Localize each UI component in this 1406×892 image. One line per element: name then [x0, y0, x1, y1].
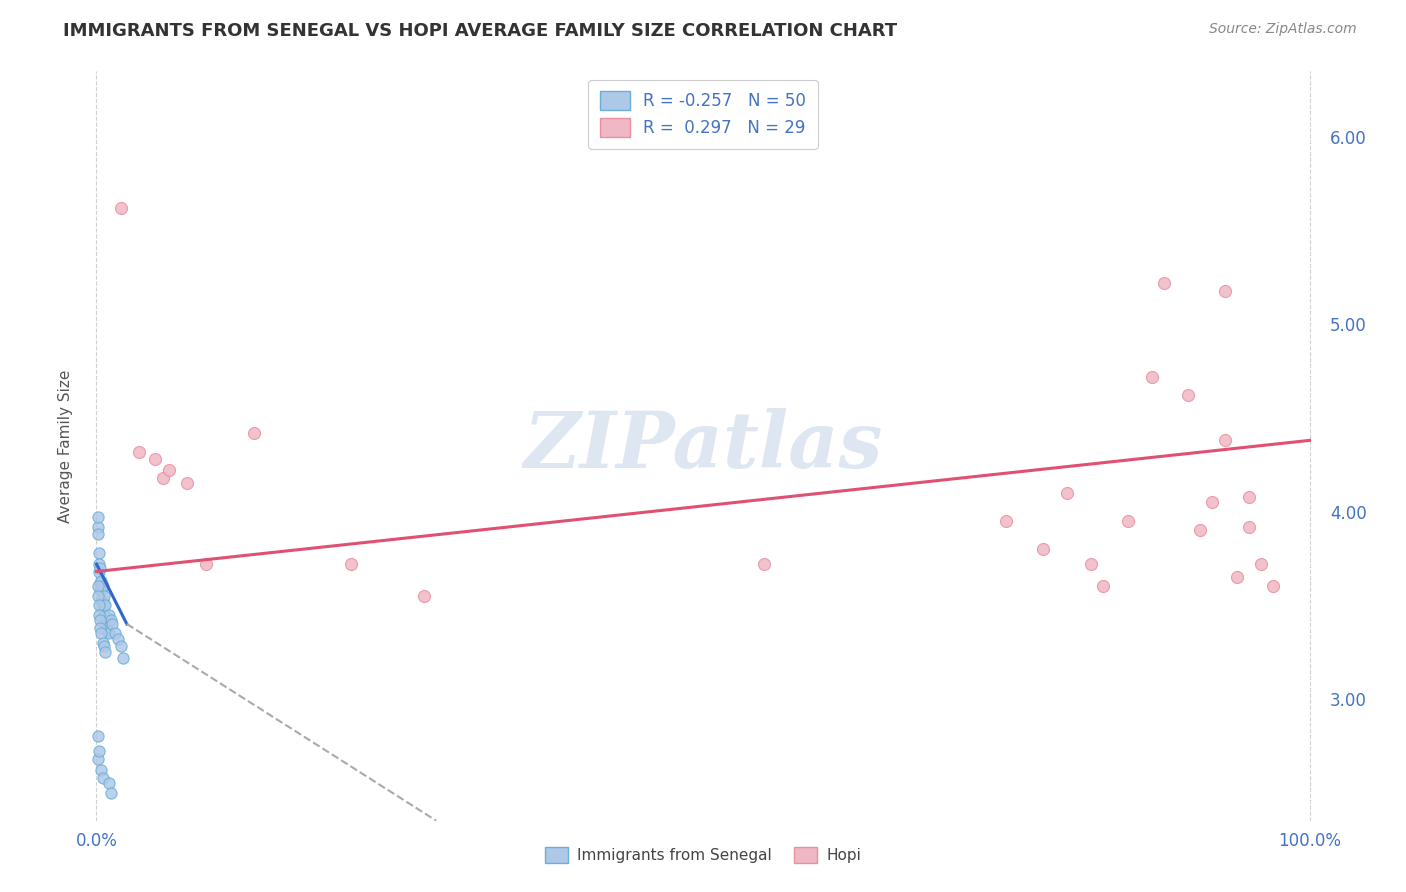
- Point: [94, 599, 117, 613]
- Point: [1237, 490, 1260, 504]
- Point: [90, 626, 112, 640]
- Point: [89, 621, 111, 635]
- Point: [94, 609, 117, 624]
- Point: [96, 624, 118, 639]
- Point: [89, 613, 111, 627]
- Y-axis label: Average Family Size: Average Family Size: [58, 369, 73, 523]
- Point: [1250, 557, 1272, 571]
- Point: [1201, 495, 1223, 509]
- Point: [128, 444, 150, 458]
- Point: [1056, 486, 1078, 500]
- Point: [107, 632, 129, 646]
- Point: [97, 626, 120, 640]
- Point: [89, 575, 111, 590]
- Point: [104, 626, 127, 640]
- Point: [86, 527, 108, 541]
- Point: [90, 594, 112, 608]
- Point: [1213, 434, 1236, 448]
- Point: [91, 594, 114, 608]
- Point: [87, 565, 110, 579]
- Point: [94, 617, 117, 632]
- Point: [87, 744, 110, 758]
- Point: [995, 514, 1018, 528]
- Point: [152, 471, 174, 485]
- Point: [96, 621, 118, 635]
- Point: [89, 561, 111, 575]
- Point: [1116, 514, 1139, 528]
- Point: [86, 730, 108, 744]
- Point: [1080, 557, 1102, 571]
- Point: [1092, 580, 1115, 594]
- Point: [1237, 519, 1260, 533]
- Point: [90, 583, 112, 598]
- Point: [87, 607, 110, 622]
- Point: [97, 776, 120, 790]
- Point: [86, 580, 108, 594]
- Point: [1153, 276, 1175, 290]
- Point: [90, 574, 112, 588]
- Point: [157, 463, 180, 477]
- Point: [93, 607, 115, 622]
- Point: [1140, 369, 1163, 384]
- Point: [1189, 523, 1212, 537]
- Point: [91, 771, 114, 785]
- Point: [91, 580, 114, 594]
- Point: [100, 786, 122, 800]
- Point: [143, 452, 166, 467]
- Point: [96, 613, 118, 627]
- Point: [752, 557, 775, 571]
- Point: [101, 617, 124, 632]
- Text: IMMIGRANTS FROM SENEGAL VS HOPI AVERAGE FAMILY SIZE CORRELATION CHART: IMMIGRANTS FROM SENEGAL VS HOPI AVERAGE …: [63, 22, 897, 40]
- Point: [1177, 388, 1199, 402]
- Point: [1261, 580, 1284, 594]
- Text: Source: ZipAtlas.com: Source: ZipAtlas.com: [1209, 22, 1357, 37]
- Point: [110, 640, 132, 654]
- Point: [96, 617, 118, 632]
- Point: [112, 650, 135, 665]
- Point: [91, 602, 114, 616]
- Point: [243, 425, 266, 440]
- Point: [87, 546, 110, 560]
- Text: ZIPatlas: ZIPatlas: [523, 408, 883, 484]
- Point: [86, 519, 108, 533]
- Point: [100, 613, 122, 627]
- Point: [86, 752, 108, 766]
- Point: [340, 557, 363, 571]
- Point: [93, 640, 115, 654]
- Point: [1032, 542, 1054, 557]
- Point: [87, 557, 110, 571]
- Point: [93, 589, 115, 603]
- Point: [194, 557, 217, 571]
- Point: [90, 763, 112, 777]
- Point: [87, 599, 110, 613]
- Point: [110, 201, 132, 215]
- Point: [86, 589, 108, 603]
- Point: [97, 607, 120, 622]
- Point: [413, 589, 436, 603]
- Point: [91, 636, 114, 650]
- Legend: Immigrants from Senegal, Hopi: Immigrants from Senegal, Hopi: [538, 841, 868, 869]
- Point: [93, 599, 115, 613]
- Point: [89, 583, 111, 598]
- Point: [86, 510, 108, 524]
- Point: [1226, 570, 1249, 584]
- Point: [94, 645, 117, 659]
- Point: [1213, 284, 1236, 298]
- Point: [176, 476, 198, 491]
